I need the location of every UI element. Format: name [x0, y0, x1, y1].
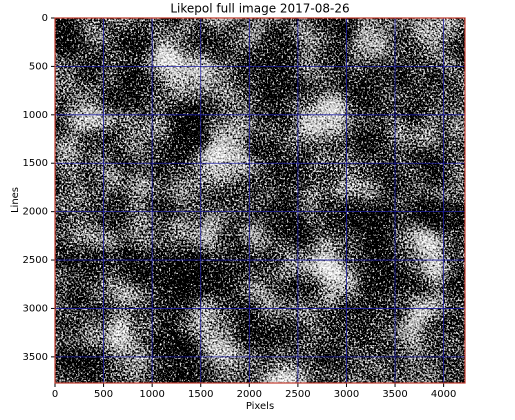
y-axis-label: Lines [10, 187, 21, 213]
x-tick-label: 4000 [431, 389, 456, 400]
y-tick-label: 2500 [23, 255, 48, 266]
y-tick-label: 1000 [23, 110, 48, 121]
y-tick-label: 3500 [23, 352, 48, 363]
image [55, 18, 465, 383]
x-tick-label: 3000 [334, 389, 359, 400]
x-tick-label: 2000 [237, 389, 262, 400]
x-tick-label: 0 [52, 389, 58, 400]
y-tick-label: 500 [29, 61, 48, 72]
x-tick-label: 1500 [188, 389, 213, 400]
y-tick-label: 3000 [23, 303, 48, 314]
chart-title: Likepol full image 2017-08-26 [170, 2, 349, 16]
x-tick-label: 500 [94, 389, 113, 400]
x-tick-label: 1000 [139, 389, 164, 400]
y-tick-label: 1500 [23, 158, 48, 169]
x-axis-label: Pixels [246, 401, 274, 412]
x-tick-label: 3500 [382, 389, 407, 400]
y-tick-label: 2000 [23, 207, 48, 218]
y-tick-label: 0 [42, 13, 48, 24]
plot-frame [54, 17, 466, 384]
x-tick-label: 2500 [285, 389, 310, 400]
